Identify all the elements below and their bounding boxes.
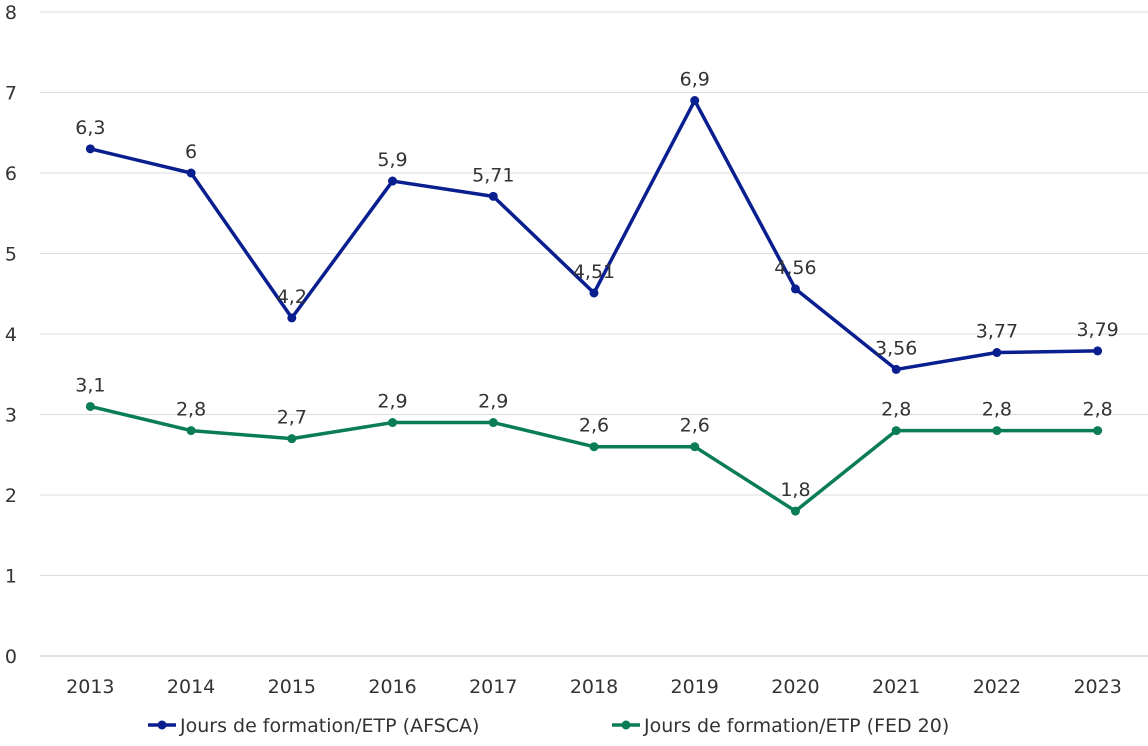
x-tick-label: 2018 [570, 676, 618, 698]
x-tick-label: 2022 [973, 676, 1021, 698]
y-tick-label: 1 [5, 566, 17, 588]
y-tick-label: 7 [5, 83, 17, 105]
data-point [1093, 426, 1103, 436]
data-label: 3,77 [976, 321, 1018, 343]
data-label: 2,9 [478, 391, 508, 413]
x-tick-label: 2013 [66, 676, 114, 698]
data-point [790, 506, 800, 516]
x-tick-label: 2020 [771, 676, 819, 698]
data-label: 2,6 [579, 415, 609, 437]
series-2: 3,1 2,8 2,7 2,9 2,9 2,6 2,6 1,8 2,8 2,8 2,8 [75, 374, 1113, 516]
legend-item-1: Jours de formation/ETP (AFSCA) [148, 715, 479, 737]
gridlines [40, 11, 1148, 657]
data-point [488, 191, 498, 201]
series-1: 6,3 6 4,2 5,9 5,71 4,51 6,9 4,56 3,56 3,77 3,79 [75, 69, 1119, 374]
data-label: 6,9 [680, 69, 710, 91]
data-point [287, 434, 297, 444]
x-tick-label: 2023 [1073, 676, 1121, 698]
x-tick-label: 2017 [469, 676, 517, 698]
y-tick-label: 6 [5, 163, 17, 185]
data-label: 4,51 [573, 261, 615, 283]
data-label: 3,56 [875, 337, 917, 359]
data-label: 3,1 [75, 374, 105, 396]
data-point [287, 313, 297, 323]
data-label: 6 [185, 141, 197, 163]
data-label: 2,8 [881, 399, 911, 421]
data-label: 2,9 [377, 391, 407, 413]
data-label: 6,3 [75, 117, 105, 139]
data-label: 2,7 [277, 407, 307, 429]
y-axis: 0 1 2 3 4 5 6 7 8 [5, 2, 17, 668]
legend-swatch-marker [157, 720, 167, 730]
data-label: 2,8 [982, 399, 1012, 421]
y-tick-label: 8 [5, 2, 17, 24]
data-label: 4,2 [277, 286, 307, 308]
data-point [589, 442, 599, 452]
legend-label: Jours de formation/ETP (FED 20) [643, 715, 949, 737]
data-point [790, 284, 800, 294]
y-tick-label: 0 [5, 646, 17, 668]
x-tick-label: 2015 [268, 676, 316, 698]
data-point [589, 288, 599, 298]
data-point [891, 364, 901, 374]
data-label: 3,79 [1076, 319, 1118, 341]
data-point [690, 96, 700, 106]
y-tick-label: 4 [5, 324, 17, 346]
series-line [89, 98, 1098, 372]
data-point [992, 426, 1002, 436]
x-tick-label: 2016 [368, 676, 416, 698]
x-tick-label: 2014 [167, 676, 215, 698]
data-point [186, 168, 196, 178]
data-point [1093, 346, 1103, 356]
data-point [388, 418, 398, 428]
data-point [992, 348, 1002, 358]
data-point [85, 401, 95, 411]
legend-item-2: Jours de formation/ETP (FED 20) [612, 715, 949, 737]
data-label: 5,9 [377, 149, 407, 171]
legend-label: Jours de formation/ETP (AFSCA) [179, 715, 479, 737]
y-tick-label: 5 [5, 244, 17, 266]
data-label: 4,56 [774, 257, 816, 279]
y-tick-label: 3 [5, 405, 17, 427]
x-tick-label: 2019 [671, 676, 719, 698]
data-point [891, 426, 901, 436]
data-point [85, 144, 95, 154]
data-point [488, 418, 498, 428]
data-point [388, 176, 398, 186]
data-label: 2,8 [1083, 399, 1113, 421]
x-tick-label: 2021 [872, 676, 920, 698]
data-label: 2,8 [176, 399, 206, 421]
series-group: 6,3 6 4,2 5,9 5,71 4,51 6,9 4,56 3,56 3,77 3,79 3,1… [75, 69, 1119, 516]
data-point [690, 442, 700, 452]
data-point [186, 426, 196, 436]
data-label: 2,6 [680, 415, 710, 437]
legend: Jours de formation/ETP (AFSCA) Jours de f… [148, 715, 949, 737]
x-axis: 2013 2014 2015 2016 2017 2018 2019 2020 2021 2022… [66, 676, 1122, 698]
data-label: 1,8 [780, 479, 810, 501]
legend-swatch-marker [621, 720, 631, 730]
y-tick-label: 2 [5, 485, 17, 507]
data-label: 5,71 [472, 164, 514, 186]
